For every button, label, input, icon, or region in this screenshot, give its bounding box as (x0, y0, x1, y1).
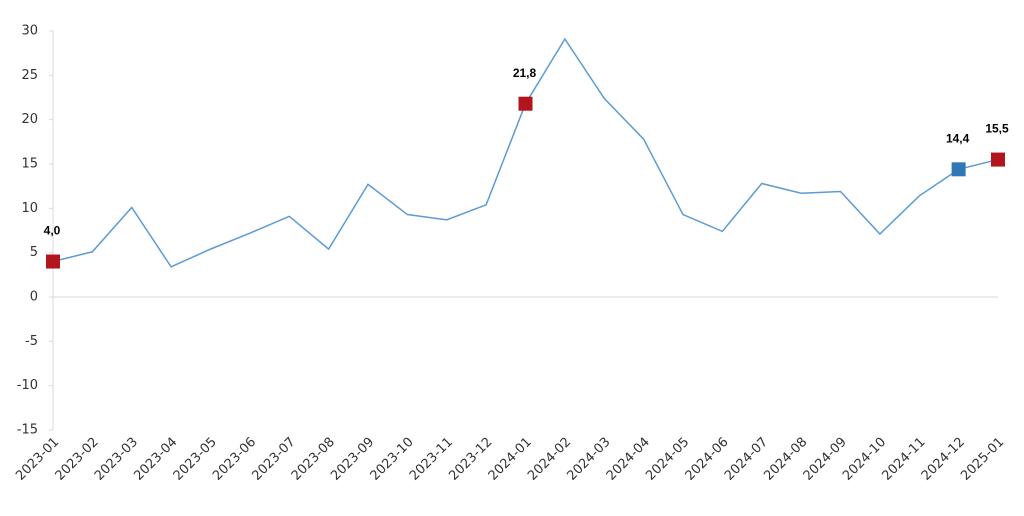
value-label: 15,5 (985, 122, 1009, 136)
value-label: 14,4 (946, 131, 970, 145)
marker (46, 254, 60, 269)
y-tick-label: -10 (17, 378, 38, 393)
y-tick-label: 0 (30, 290, 38, 305)
marker (951, 162, 966, 177)
y-tick-label: -15 (17, 423, 38, 438)
y-tick-label: -5 (25, 334, 38, 349)
value-label: 21,8 (513, 66, 537, 80)
y-tick-label: 20 (21, 112, 38, 127)
value-label: 4,0 (44, 224, 61, 238)
marker (991, 152, 1005, 167)
marker (518, 96, 533, 111)
x-tick-label: 2025-01 (958, 435, 1007, 484)
y-tick-label: 5 (30, 245, 38, 260)
y-tick-label: 25 (21, 68, 38, 83)
y-tick-label: 15 (21, 157, 38, 172)
y-tick-label: 10 (21, 201, 38, 216)
y-tick-label: 30 (21, 24, 38, 39)
